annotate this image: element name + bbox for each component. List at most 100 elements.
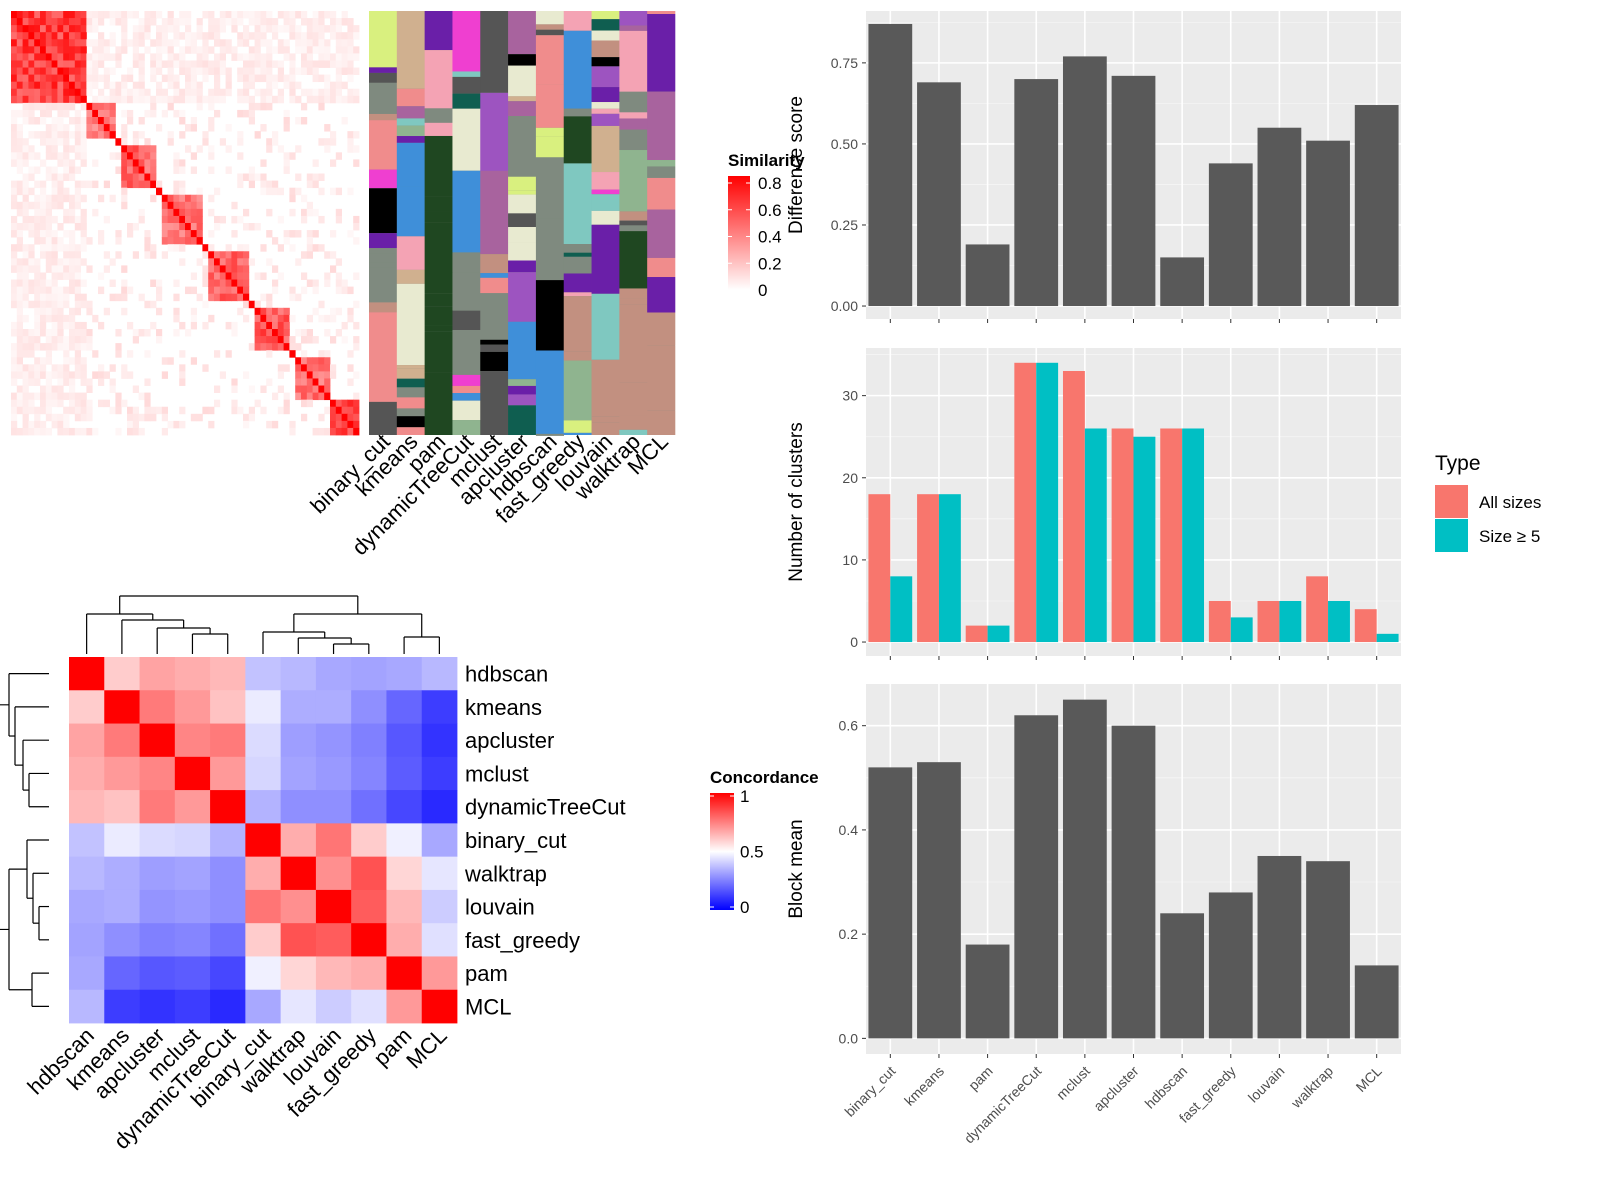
heatmap-cell — [144, 88, 151, 97]
concordance-row-label: apcluster — [465, 728, 554, 753]
heatmap-cell — [28, 109, 35, 118]
heatmap-cell — [208, 67, 215, 75]
heatmap-cell — [86, 18, 93, 26]
heatmap-cell — [16, 152, 23, 160]
heatmap-cell — [80, 53, 87, 61]
annotation-segment — [396, 427, 425, 435]
heatmap-cell — [11, 32, 18, 40]
annotation-segment — [619, 118, 648, 130]
heatmap-cell — [63, 95, 70, 104]
heatmap-cell — [214, 32, 221, 40]
heatmap-cell — [243, 244, 250, 252]
annotation-segment — [647, 166, 676, 178]
heatmap-cell — [11, 95, 18, 104]
heatmap-cell — [237, 18, 244, 26]
heatmap-cell — [312, 385, 319, 393]
heatmap-cell — [185, 74, 192, 83]
heatmap-cell — [225, 166, 232, 174]
heatmap-cell — [312, 11, 319, 19]
heatmap-cell — [80, 413, 87, 422]
heatmap-cell — [132, 25, 139, 33]
heatmap-cell — [11, 357, 18, 365]
heatmap-cell — [121, 180, 128, 189]
concordance-row-label: hdbscan — [465, 662, 548, 687]
heatmap-cell — [150, 109, 157, 118]
heatmap-cell — [150, 145, 157, 153]
heatmap-cell — [16, 88, 23, 97]
heatmap-cell — [144, 413, 151, 422]
heatmap-cell — [138, 180, 145, 189]
heatmap-cell — [318, 244, 325, 252]
concordance-cell — [386, 856, 423, 891]
heatmap-cell — [306, 244, 313, 252]
heatmap-cell — [63, 67, 70, 75]
annotation-segment — [508, 54, 537, 66]
heatmap-cell — [11, 152, 18, 160]
heatmap-cell — [219, 215, 226, 224]
heatmap-cell — [277, 385, 284, 393]
heatmap-cell — [69, 95, 76, 104]
heatmap-cell — [295, 39, 302, 47]
heatmap-cell — [150, 321, 157, 330]
heatmap-cell — [219, 279, 226, 287]
heatmap-cell — [34, 336, 41, 344]
heatmap-cell — [109, 406, 116, 415]
heatmap-cell — [214, 265, 221, 273]
heatmap-cell — [86, 406, 93, 415]
heatmap-cell — [312, 39, 319, 47]
heatmap-cell — [11, 427, 18, 436]
heatmap-cell — [272, 329, 279, 337]
annotation-segment — [591, 108, 620, 114]
heatmap-cell — [173, 180, 180, 189]
heatmap-cell — [74, 279, 81, 287]
annotation-segment — [508, 242, 537, 261]
heatmap-cell — [318, 350, 325, 358]
concordance-column-label: MCL — [401, 1023, 452, 1074]
heatmap-cell — [40, 215, 47, 224]
heatmap-cell — [335, 406, 342, 415]
heatmap-cell — [243, 279, 250, 287]
heatmap-cell — [237, 109, 244, 118]
annotation-segment — [369, 401, 398, 435]
heatmap-cell — [63, 364, 70, 372]
heatmap-cell — [219, 25, 226, 33]
heatmap-cell — [80, 406, 87, 415]
heatmap-cell — [318, 371, 325, 379]
heatmap-cell — [150, 413, 157, 422]
heatmap-cell — [202, 11, 209, 19]
type-legend-label: All sizes — [1479, 493, 1541, 512]
heatmap-cell — [92, 131, 99, 139]
heatmap-cell — [132, 159, 139, 167]
heatmap-cell — [347, 364, 354, 372]
heatmap-cell — [80, 378, 87, 386]
heatmap-cell — [92, 81, 99, 90]
heatmap-cell — [115, 18, 122, 26]
heatmap-cell — [324, 251, 331, 259]
heatmap-cell — [289, 336, 296, 344]
heatmap-cell — [156, 25, 163, 33]
heatmap-cell — [121, 364, 128, 372]
concordance-cell — [210, 856, 246, 891]
annotation-segment — [619, 304, 648, 383]
concordance-dendrograms — [0, 595, 440, 1007]
heatmap-cell — [86, 265, 93, 273]
heatmap-cell — [318, 378, 325, 386]
heatmap-cell — [127, 152, 134, 160]
heatmap-cell — [22, 159, 29, 167]
heatmap-cell — [231, 279, 238, 287]
concordance-cell — [104, 956, 140, 991]
heatmap-cell — [260, 321, 267, 330]
heatmap-cell — [92, 74, 99, 83]
heatmap-cell — [45, 18, 52, 26]
heatmap-cell — [295, 117, 302, 125]
heatmap-cell — [243, 32, 250, 40]
heatmap-cell — [63, 314, 70, 323]
heatmap-cell — [57, 307, 64, 316]
heatmap-cell — [127, 95, 134, 104]
heatmap-cell — [219, 272, 226, 280]
heatmap-cell — [243, 95, 250, 104]
heatmap-cell — [11, 81, 18, 90]
heatmap-cell — [306, 230, 313, 238]
heatmap-cell — [231, 321, 238, 330]
bar-all-sizes — [1208, 600, 1231, 643]
